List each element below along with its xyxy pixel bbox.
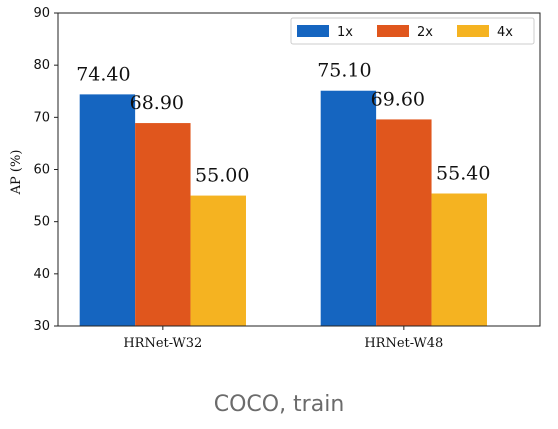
bar-1x-HRNet-W32 <box>79 94 136 326</box>
y-tick-label: 90 <box>33 6 50 21</box>
legend-swatch-4x <box>457 25 489 37</box>
y-axis-label: AP (%) <box>9 150 24 196</box>
y-tick-label: 80 <box>33 58 50 73</box>
legend-label: 4x <box>497 25 513 40</box>
x-tick-label: HRNet-W48 <box>364 336 443 351</box>
y-tick-label: 40 <box>33 267 50 282</box>
y-tick-label: 70 <box>33 110 50 125</box>
data-label: 75.10 <box>317 60 371 82</box>
y-tick-label: 60 <box>33 163 50 178</box>
plot-frame <box>57 12 541 327</box>
legend-swatch-1x <box>297 25 329 37</box>
data-label: 55.00 <box>195 165 249 187</box>
legend-label: 2x <box>417 25 433 40</box>
legend-box <box>290 17 535 45</box>
legend-swatch-2x <box>377 25 409 37</box>
bar-4x-HRNet-W48 <box>431 193 487 326</box>
legend: 1x 2x 4x <box>290 17 535 45</box>
bar-2x-HRNet-W32 <box>135 123 191 327</box>
data-label: 55.40 <box>436 162 490 184</box>
data-label: 68.90 <box>130 92 184 114</box>
bar-4x-HRNet-W32 <box>190 195 246 326</box>
x-tick-label: HRNet-W32 <box>123 336 202 351</box>
y-tick-label: 30 <box>33 319 50 334</box>
y-axis-ticks: 30 40 50 60 70 80 90 <box>33 6 58 334</box>
chart-caption: COCO, train <box>213 392 345 417</box>
bar-1x-HRNet-W48 <box>320 90 377 326</box>
y-tick-label: 50 <box>33 215 50 230</box>
bars <box>79 90 487 327</box>
bar-2x-HRNet-W48 <box>376 119 432 326</box>
data-label: 74.40 <box>76 63 130 85</box>
x-axis-tick-labels: HRNet-W32 HRNet-W48 <box>123 326 443 351</box>
data-label: 69.60 <box>371 88 425 110</box>
legend-label: 1x <box>337 25 353 40</box>
